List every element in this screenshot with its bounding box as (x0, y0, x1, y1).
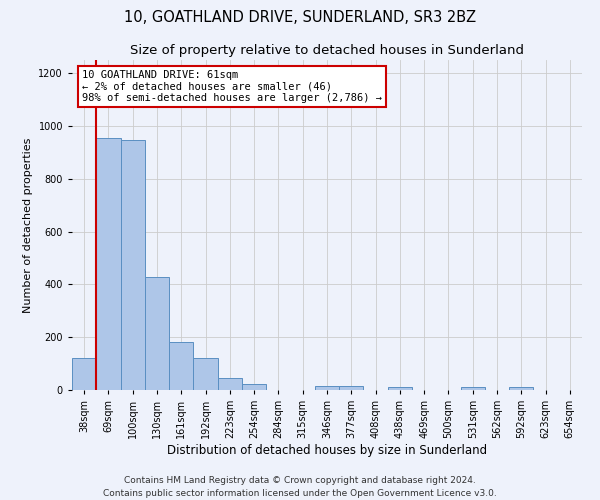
Text: 10 GOATHLAND DRIVE: 61sqm
← 2% of detached houses are smaller (46)
98% of semi-d: 10 GOATHLAND DRIVE: 61sqm ← 2% of detach… (82, 70, 382, 103)
Bar (121, 140, 145, 390)
Bar (315, 386, 339, 390)
Bar (242, 384, 266, 390)
Text: 10, GOATHLAND DRIVE, SUNDERLAND, SR3 2BZ: 10, GOATHLAND DRIVE, SUNDERLAND, SR3 2BZ (124, 10, 476, 25)
Bar (72, 358, 96, 390)
Text: Contains HM Land Registry data © Crown copyright and database right 2024.
Contai: Contains HM Land Registry data © Crown c… (103, 476, 497, 498)
X-axis label: Distribution of detached houses by size in Sunderland: Distribution of detached houses by size … (167, 444, 487, 457)
Bar (96, 138, 121, 390)
Bar (339, 386, 364, 390)
Bar (509, 388, 533, 390)
Bar (461, 388, 485, 390)
Bar (169, 342, 193, 390)
Bar (388, 388, 412, 390)
Bar (218, 378, 242, 390)
Bar (145, 277, 169, 390)
Title: Size of property relative to detached houses in Sunderland: Size of property relative to detached ho… (130, 44, 524, 58)
Y-axis label: Number of detached properties: Number of detached properties (23, 138, 33, 312)
Bar (193, 358, 218, 390)
